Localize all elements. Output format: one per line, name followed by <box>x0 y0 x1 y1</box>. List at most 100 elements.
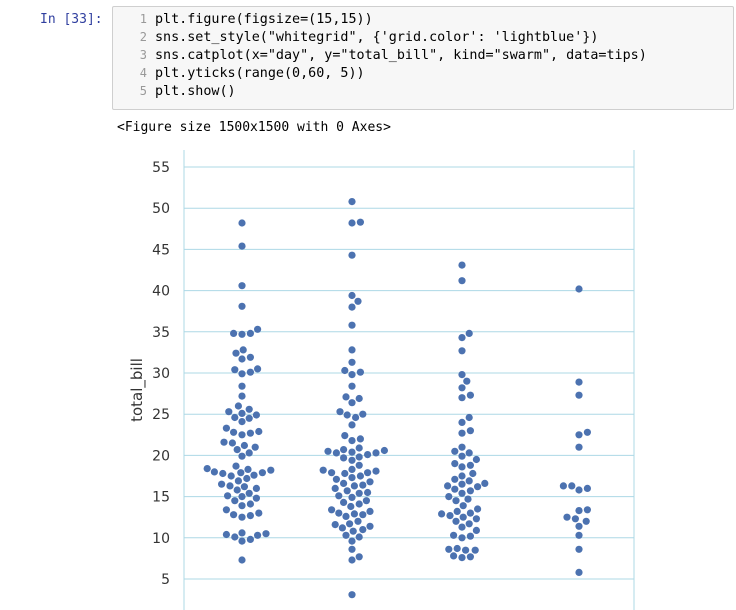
code-line[interactable]: 4 plt.yticks(range(0,60, 5)) <box>113 64 365 82</box>
swarm-point <box>238 392 246 400</box>
y-tick-label: 5 <box>161 572 170 588</box>
swarm-point <box>445 493 453 501</box>
swarm-point <box>359 526 367 534</box>
swarm-point <box>342 531 350 539</box>
swarm-point <box>453 544 461 553</box>
swarm-point <box>362 497 370 505</box>
swarm-point <box>463 377 471 385</box>
swarm-point <box>240 441 248 450</box>
swarm-point <box>452 497 460 505</box>
swarm-point <box>348 474 356 482</box>
swarm-point <box>238 370 246 378</box>
swarm-point <box>331 521 339 529</box>
code-line[interactable]: 3 sns.catplot(x="day", y="total_bill", ki… <box>113 46 647 64</box>
swarm-point <box>338 524 346 532</box>
swarm-point <box>359 511 367 519</box>
y-tick-label: 35 <box>152 325 170 341</box>
swarm-point <box>450 531 458 539</box>
swarm-point <box>245 449 253 457</box>
swarm-point <box>352 413 360 422</box>
swarm-point <box>231 533 239 541</box>
swarm-point <box>458 534 466 542</box>
line-number: 5 <box>139 84 147 98</box>
swarm-point <box>231 497 239 505</box>
swarm-point <box>348 556 356 564</box>
swarm-point <box>348 382 356 390</box>
swarm-point <box>348 465 356 473</box>
swarm-point <box>355 489 363 497</box>
swarm-point <box>238 537 246 545</box>
y-tick-label: 45 <box>152 242 170 258</box>
swarm-point <box>348 399 356 407</box>
swarm-point <box>575 391 583 399</box>
swarm-point <box>348 303 356 311</box>
swarm-point <box>563 513 571 521</box>
swarm-point <box>364 488 372 497</box>
input-prompt: In [33]: <box>40 12 103 27</box>
swarm-point <box>343 487 351 495</box>
swarm-point <box>245 489 253 497</box>
y-tick-label: 20 <box>152 448 170 464</box>
swarm-point <box>453 507 461 515</box>
swarm-point <box>364 451 372 459</box>
swarm-point <box>230 511 238 519</box>
swarm-point <box>220 438 228 446</box>
swarm-point <box>332 475 340 483</box>
swarm-point <box>446 512 454 520</box>
swarm-point <box>335 509 343 517</box>
swarm-point <box>458 347 466 355</box>
swarm-point <box>252 411 260 419</box>
swarm-point <box>218 480 226 488</box>
swarm-point <box>224 492 232 500</box>
swarm-point <box>465 520 473 528</box>
swarm-point <box>331 484 339 492</box>
swarm-point <box>465 413 473 422</box>
swarm-point <box>466 461 474 469</box>
swarm-point <box>222 530 230 539</box>
swarm-point <box>575 531 583 539</box>
swarm-point <box>240 483 248 491</box>
swarm-point <box>246 353 254 361</box>
swarm-point <box>203 465 211 473</box>
code-input-area[interactable]: 1 plt.figure(figsize=(15,15)) 2 sns.set_st… <box>112 6 734 110</box>
swarm-point <box>366 507 374 515</box>
swarm-point <box>575 486 583 494</box>
line-number: 4 <box>139 66 147 80</box>
code-text: plt.figure(figsize=(15,15)) <box>155 12 373 27</box>
swarm-point <box>238 529 246 537</box>
swarm-point <box>246 329 254 337</box>
swarm-point <box>342 393 350 401</box>
swarm-point <box>452 517 460 525</box>
swarm-point <box>451 460 459 468</box>
swarm-point <box>583 484 591 492</box>
code-line[interactable]: 2 sns.set_style("whitegrid", {'grid.color… <box>113 28 599 46</box>
swarm-point <box>348 591 356 599</box>
swarm-point <box>348 321 356 329</box>
swarm-point <box>465 449 473 457</box>
y-tick-label: 30 <box>152 366 170 382</box>
swarm-point <box>340 446 348 454</box>
swarm-point <box>471 546 479 554</box>
swarm-point <box>348 291 356 300</box>
swarm-point <box>343 411 351 419</box>
swarm-point <box>438 510 446 518</box>
swarm-point <box>575 568 583 576</box>
swarm-point <box>364 469 372 477</box>
swarm-point <box>568 482 576 490</box>
swarm-point <box>458 480 466 488</box>
swarm-point <box>340 479 348 487</box>
swarm-point <box>366 478 374 486</box>
swarm-point <box>458 452 466 460</box>
code-text: plt.show() <box>155 84 236 99</box>
swarm-point <box>355 533 363 541</box>
swarm-point <box>348 448 356 456</box>
swarm-point <box>466 509 474 517</box>
code-line[interactable]: 5 plt.show() <box>113 82 236 100</box>
swarm-point <box>346 520 354 528</box>
swarm-point <box>354 517 362 525</box>
swarm-point <box>246 512 254 520</box>
code-line[interactable]: 1 plt.figure(figsize=(15,15)) <box>113 10 373 28</box>
swarm-point <box>458 384 466 392</box>
swarm-point <box>348 545 356 553</box>
swarm-point <box>348 537 356 545</box>
